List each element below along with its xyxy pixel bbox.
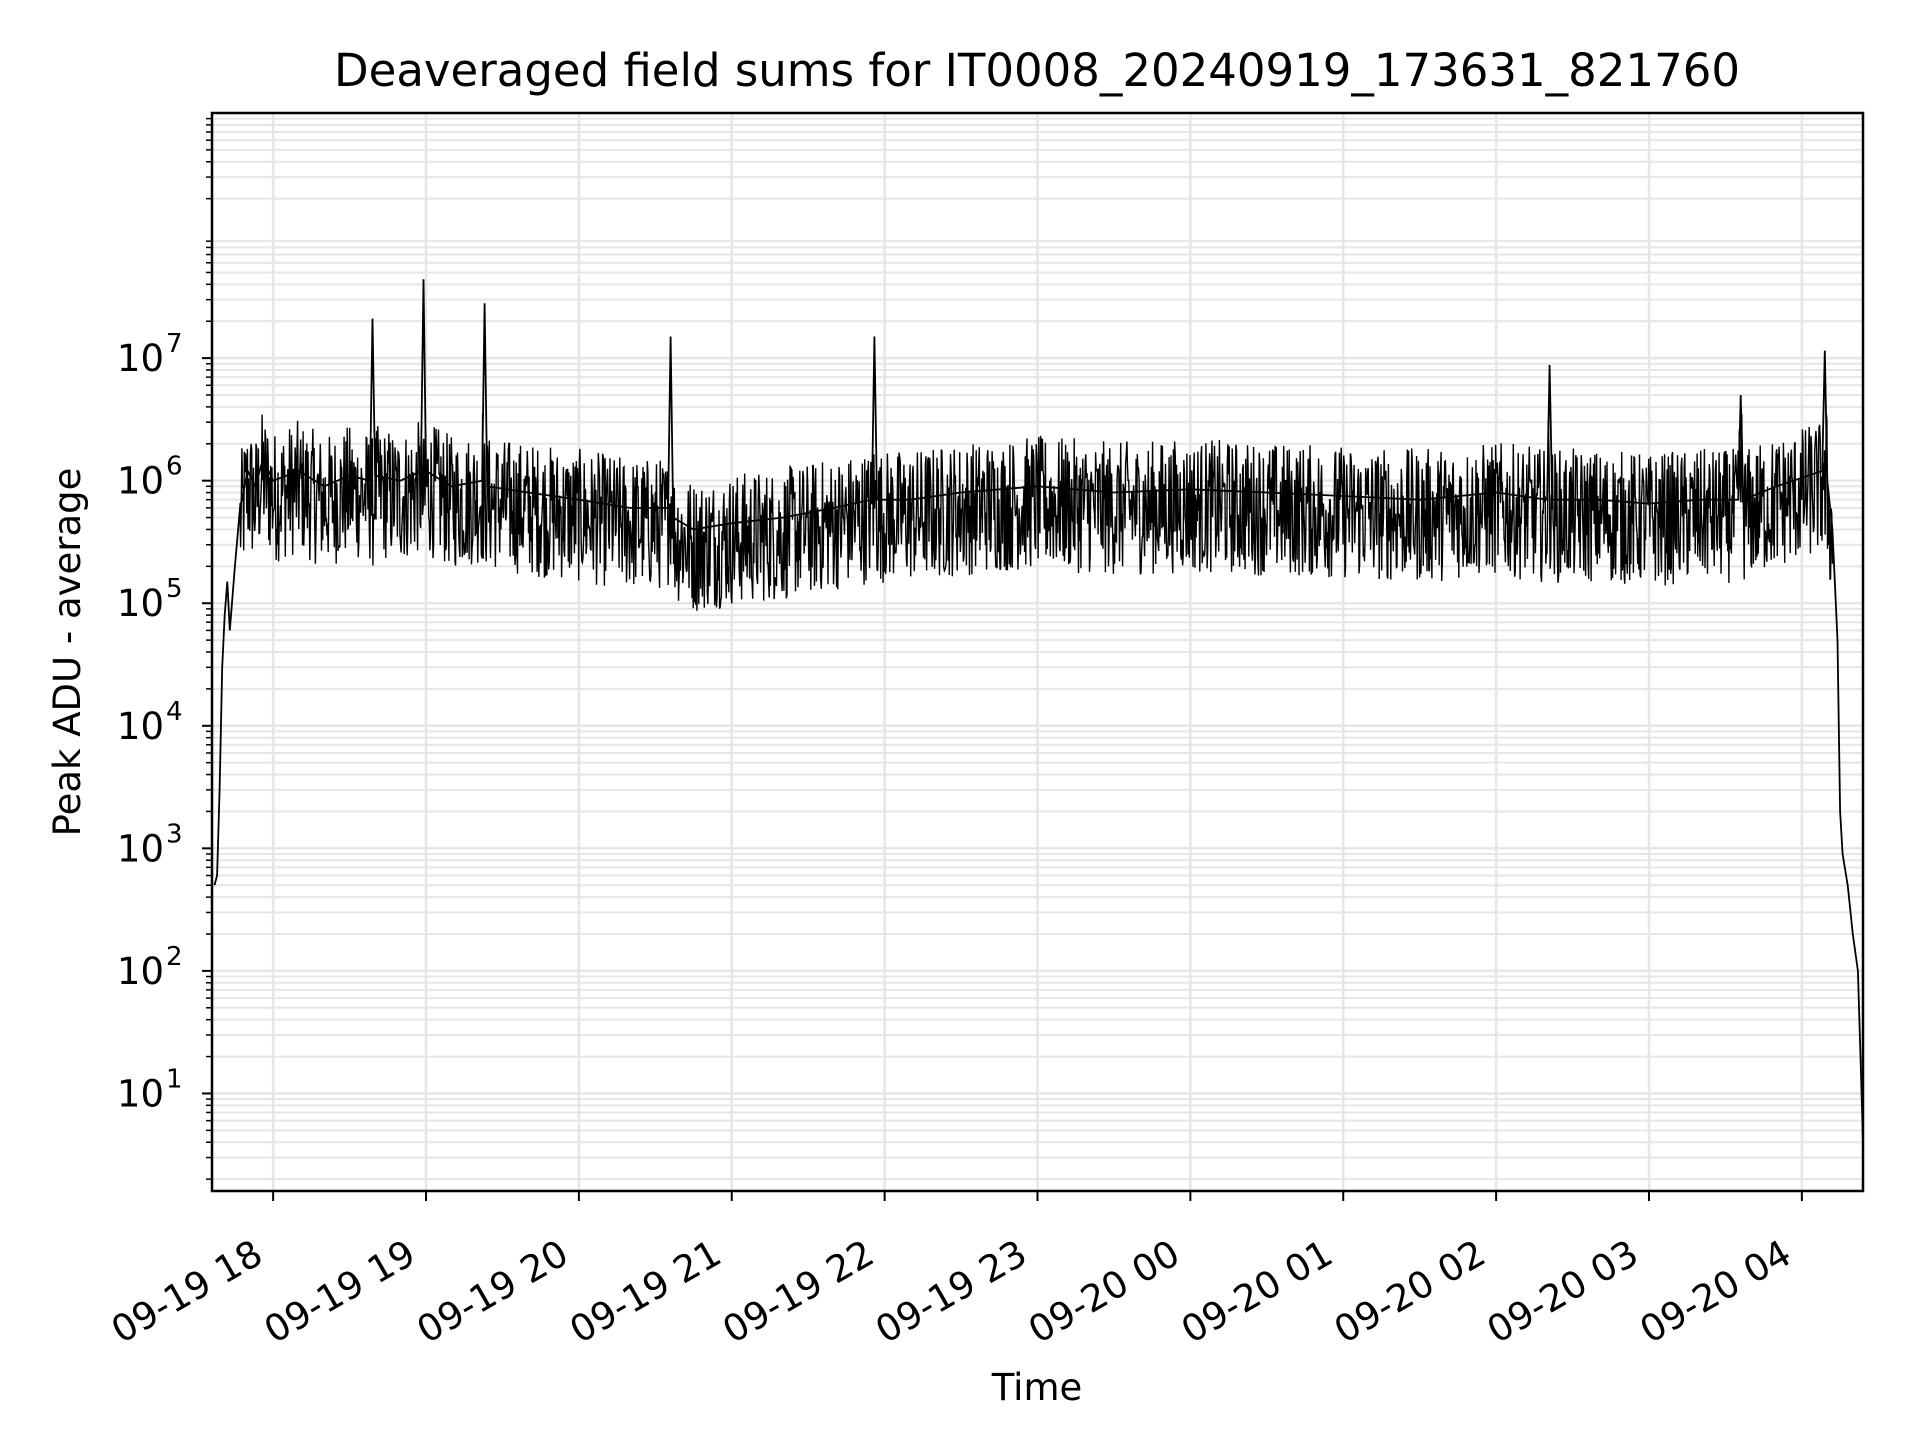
x-tick-label: 09-19 21	[563, 1232, 729, 1352]
x-tick-label: 09-19 19	[257, 1232, 423, 1352]
y-tick-label-exp: 6	[166, 452, 183, 482]
y-axis-label: Peak ADU - average	[46, 468, 89, 837]
series-layer	[213, 279, 1864, 1143]
x-tick-label: 09-20 04	[1633, 1232, 1799, 1352]
y-tick-label: 10	[117, 827, 164, 870]
series-line	[213, 279, 1864, 1143]
grid-layer	[206, 113, 1863, 1191]
y-tick-label: 10	[117, 1072, 164, 1115]
y-tick-label-exp: 3	[166, 819, 183, 849]
x-tick-label: 09-19 20	[410, 1232, 576, 1352]
series-noise-trace	[239, 413, 1834, 611]
x-tick-label: 09-20 03	[1480, 1232, 1646, 1352]
x-tick-label: 09-20 00	[1021, 1232, 1187, 1352]
y-tick-label: 10	[117, 950, 164, 993]
x-tick-label: 09-19 22	[716, 1232, 882, 1352]
y-tick-label: 10	[117, 337, 164, 380]
x-axis-label: Time	[991, 1366, 1083, 1409]
y-tick-label: 10	[117, 582, 164, 625]
x-tick-label: 09-20 01	[1174, 1232, 1340, 1352]
chart-title: Deaveraged field sums for IT0008_2024091…	[334, 44, 1740, 97]
y-tick-label-exp: 7	[166, 329, 183, 359]
y-tick-label: 10	[117, 460, 164, 503]
y-tick-label-exp: 4	[166, 697, 183, 727]
y-tick-label-exp: 1	[166, 1064, 183, 1094]
y-tick-label-exp: 5	[166, 574, 183, 604]
y-tick-label: 10	[117, 705, 164, 748]
x-tick-label: 09-19 18	[104, 1232, 270, 1352]
x-tick-label: 09-20 02	[1327, 1232, 1493, 1352]
x-tick-label: 09-19 23	[868, 1232, 1034, 1352]
noise-band	[239, 413, 1834, 611]
y-tick-label-exp: 2	[166, 942, 183, 972]
